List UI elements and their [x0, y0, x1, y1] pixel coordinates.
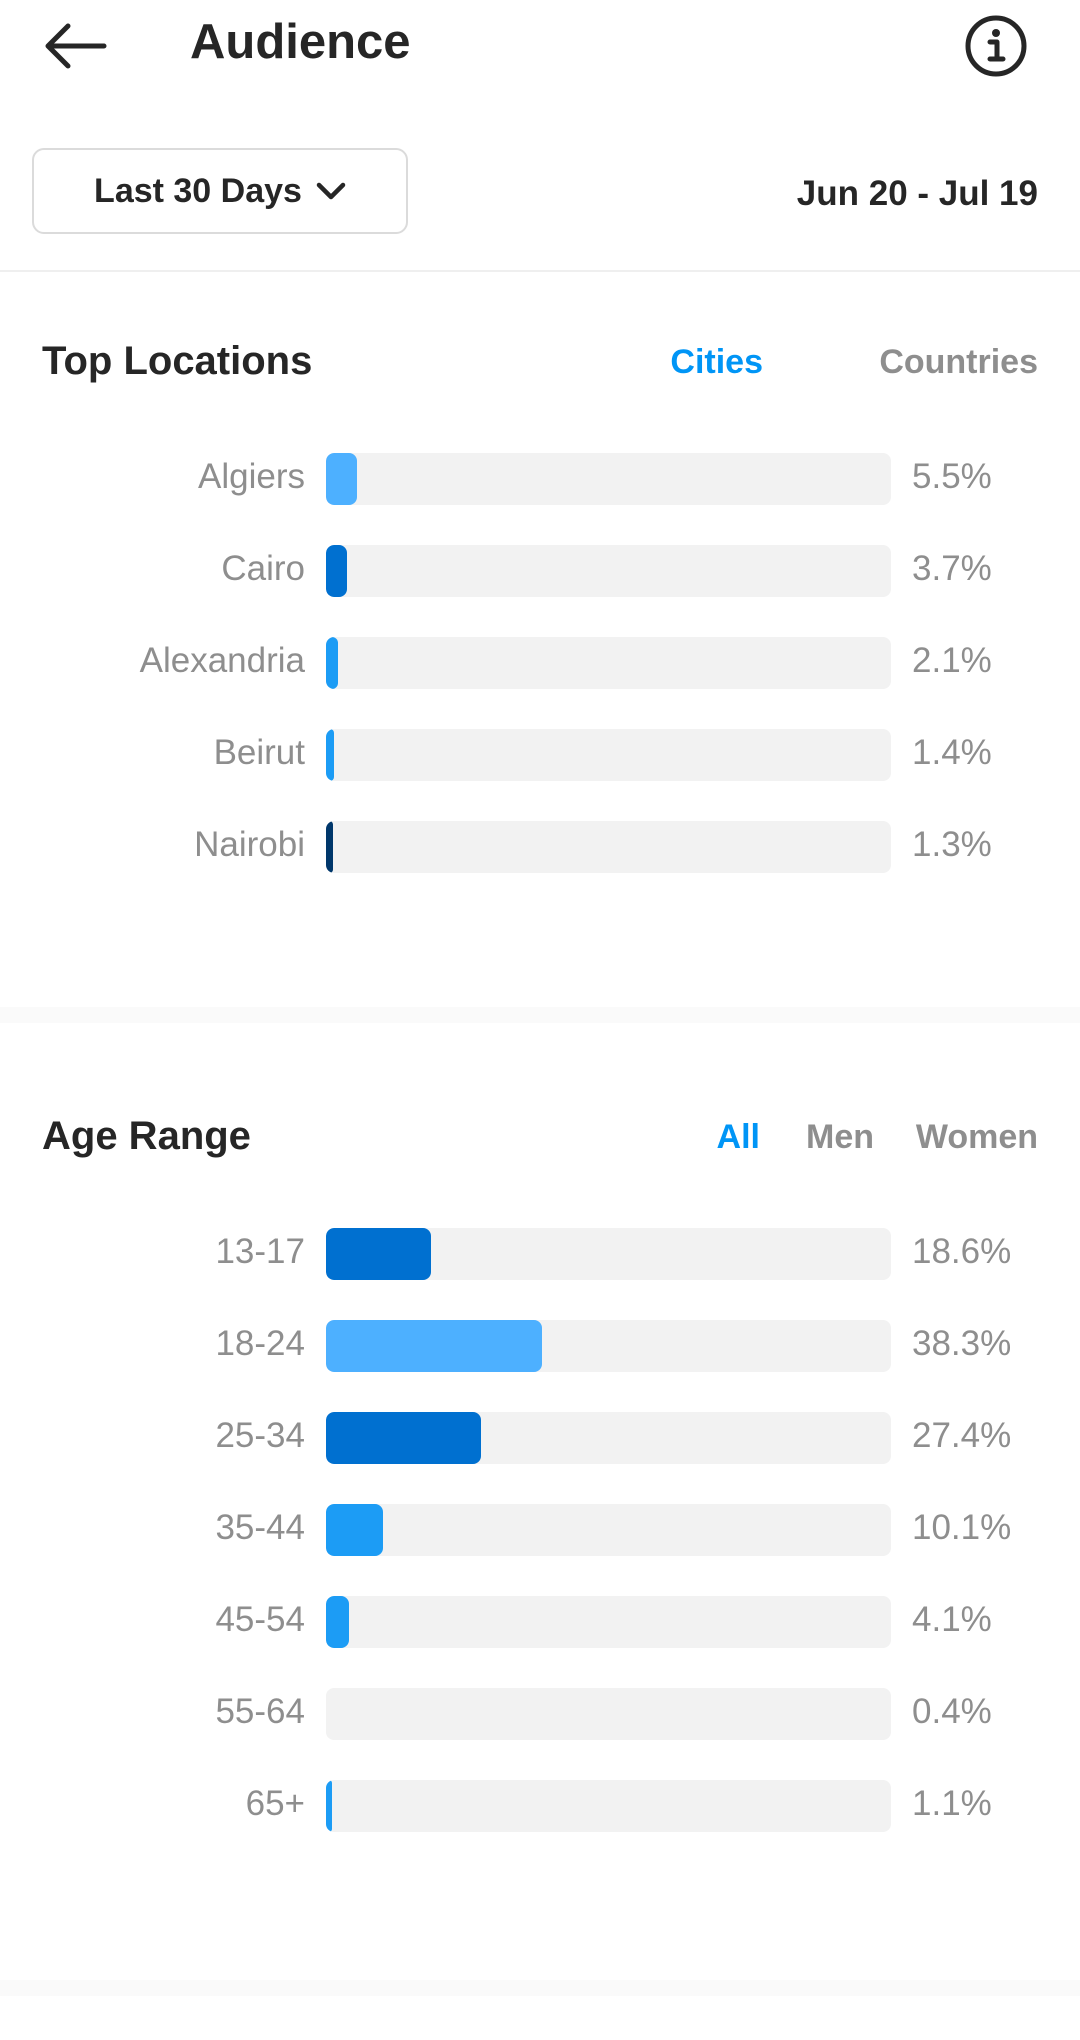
age-label: 18-24: [215, 1324, 305, 1363]
age-row: 18-24 38.3%: [0, 1320, 1080, 1372]
location-label: Algiers: [198, 457, 305, 496]
age-row: 45-54 4.1%: [0, 1596, 1080, 1648]
arrow-left-icon: [45, 23, 107, 69]
age-percentage: 18.6%: [912, 1232, 1012, 1271]
location-bar-track: [326, 637, 891, 689]
age-bar-fill: [326, 1320, 542, 1372]
location-row: Beirut 1.4%: [0, 729, 1080, 781]
page-title: Audience: [190, 15, 411, 69]
age-bar-fill: [326, 1688, 328, 1740]
location-label: Alexandria: [139, 641, 305, 680]
age-row: 13-17 18.6%: [0, 1228, 1080, 1280]
location-percentage: 1.3%: [912, 825, 992, 864]
location-row: Alexandria 2.1%: [0, 637, 1080, 689]
age-label: 25-34: [215, 1416, 305, 1455]
location-bar-track: [326, 821, 891, 873]
age-percentage: 27.4%: [912, 1416, 1012, 1455]
date-range-text: Jun 20 - Jul 19: [796, 174, 1038, 213]
location-bar-fill: [326, 453, 357, 505]
location-bar-fill: [326, 637, 338, 689]
location-bar-fill: [326, 821, 333, 873]
age-bar-track: [326, 1320, 891, 1372]
location-bar-track: [326, 545, 891, 597]
top-locations-title: Top Locations: [42, 339, 313, 383]
age-bar-track: [326, 1228, 891, 1280]
age-label: 13-17: [215, 1232, 305, 1271]
location-bar-track: [326, 729, 891, 781]
tab-women[interactable]: Women: [915, 1118, 1038, 1156]
age-row: 55-64 0.4%: [0, 1688, 1080, 1740]
section-divider: [0, 1007, 1080, 1023]
date-range-dropdown[interactable]: Last 30 Days: [32, 148, 408, 234]
age-bar-fill: [326, 1596, 349, 1648]
location-percentage: 5.5%: [912, 457, 992, 496]
age-bar-track: [326, 1688, 891, 1740]
location-percentage: 3.7%: [912, 549, 992, 588]
age-bar-track: [326, 1780, 891, 1832]
location-label: Beirut: [213, 733, 305, 772]
date-range-dropdown-label: Last 30 Days: [94, 171, 302, 210]
tab-all[interactable]: All: [716, 1118, 760, 1156]
age-bar-fill: [326, 1412, 481, 1464]
age-label: 35-44: [215, 1508, 305, 1547]
chevron-down-icon: [316, 182, 346, 200]
age-percentage: 1.1%: [912, 1784, 992, 1823]
age-bar-track: [326, 1596, 891, 1648]
age-label: 45-54: [215, 1600, 305, 1639]
section-divider-bottom: [0, 1980, 1080, 1996]
age-bar-fill: [326, 1228, 431, 1280]
age-row: 35-44 10.1%: [0, 1504, 1080, 1556]
location-row: Cairo 3.7%: [0, 545, 1080, 597]
location-bar-fill: [326, 545, 347, 597]
age-range-title: Age Range: [42, 1114, 251, 1158]
age-percentage: 10.1%: [912, 1508, 1012, 1547]
back-button[interactable]: [40, 18, 110, 74]
age-percentage: 38.3%: [912, 1324, 1012, 1363]
age-row: 25-34 27.4%: [0, 1412, 1080, 1464]
tab-men[interactable]: Men: [806, 1118, 874, 1156]
location-percentage: 2.1%: [912, 641, 992, 680]
age-bar-track: [326, 1412, 891, 1464]
tab-cities[interactable]: Cities: [670, 343, 763, 381]
info-icon: [965, 15, 1027, 77]
age-bar-track: [326, 1504, 891, 1556]
date-controls: Last 30 Days Jun 20 - Jul 19: [0, 140, 1080, 272]
location-label: Cairo: [221, 549, 305, 588]
location-percentage: 1.4%: [912, 733, 992, 772]
location-row: Algiers 5.5%: [0, 453, 1080, 505]
age-bar-fill: [326, 1504, 383, 1556]
age-row: 65+ 1.1%: [0, 1780, 1080, 1832]
tab-countries[interactable]: Countries: [879, 343, 1038, 381]
location-bar-track: [326, 453, 891, 505]
age-percentage: 0.4%: [912, 1692, 992, 1731]
location-label: Nairobi: [194, 825, 305, 864]
top-bar: Audience: [0, 0, 1080, 95]
age-label: 55-64: [215, 1692, 305, 1731]
age-label: 65+: [245, 1784, 305, 1823]
age-percentage: 4.1%: [912, 1600, 992, 1639]
location-row: Nairobi 1.3%: [0, 821, 1080, 873]
age-bar-fill: [326, 1780, 332, 1832]
info-button[interactable]: [962, 12, 1030, 80]
location-bar-fill: [326, 729, 334, 781]
